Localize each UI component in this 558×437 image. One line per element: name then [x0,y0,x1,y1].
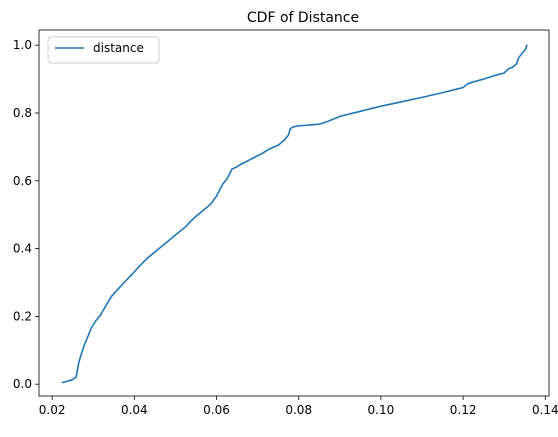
x-tick-label: 0.12 [450,403,477,417]
x-tick-label: 0.04 [121,403,148,417]
y-tick-label: 0.6 [13,174,32,188]
x-tick-label: 0.06 [203,403,230,417]
x-tick-label: 0.14 [532,403,558,417]
x-tick-label: 0.10 [368,403,395,417]
x-tick-label: 0.02 [39,403,66,417]
y-axis-ticks: 0.0 0.2 0.4 0.6 0.8 1.0 [13,38,39,391]
series-line-distance [61,44,528,384]
legend-label-distance: distance [93,41,144,55]
y-tick-label: 1.0 [13,38,32,52]
plot-frame [38,29,550,397]
chart-title: CDF of Distance [247,10,359,26]
y-tick-label: 0.4 [13,242,32,256]
legend-box [47,36,160,64]
y-tick-label: 0.8 [13,106,32,120]
y-tick-label: 0.0 [13,377,32,391]
x-axis-ticks: 0.02 0.04 0.06 0.08 0.10 0.12 0.14 [39,396,558,417]
x-tick-label: 0.08 [285,403,312,417]
legend: distance [47,36,160,64]
y-tick-label: 0.2 [13,309,32,323]
